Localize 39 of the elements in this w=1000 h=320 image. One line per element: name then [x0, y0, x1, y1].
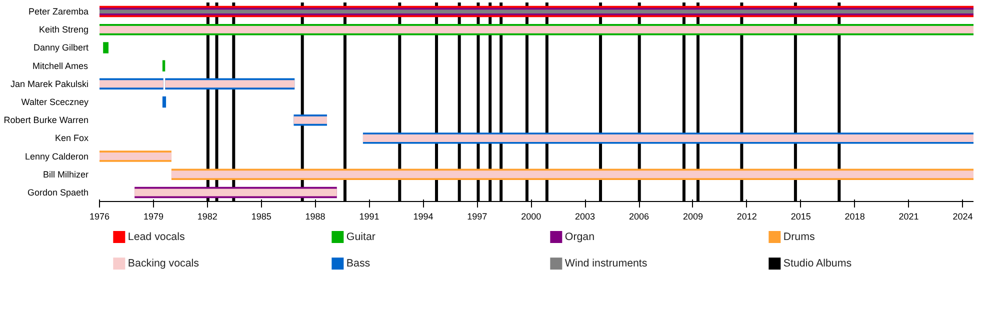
x-tick-label: 2003 — [575, 212, 596, 222]
y-tick-label: Jan Marek Pakulski — [10, 78, 88, 89]
legend-label: Drums — [783, 231, 815, 243]
x-tick-label: 1997 — [467, 212, 488, 222]
y-tick-label: Gordon Spaeth — [27, 187, 88, 198]
y-tick-label: Keith Streng — [38, 24, 88, 35]
bar — [162, 60, 166, 72]
y-tick-label: Robert Burke Warren — [4, 115, 89, 126]
legend-label: Lead vocals — [128, 231, 185, 243]
y-tick-label: Walter Sceczney — [21, 97, 89, 107]
x-tick-label: 2021 — [898, 212, 919, 222]
y-tick-label: Bill Milhizer — [42, 169, 89, 180]
x-tick-label: 1994 — [413, 212, 434, 222]
x-tick-label: 1985 — [251, 212, 272, 222]
legend-label: Studio Albums — [783, 258, 852, 270]
bar — [103, 42, 108, 54]
x-tick-label: 1988 — [305, 212, 326, 222]
x-tick-label: 2015 — [790, 212, 811, 222]
x-tick-label: 1976 — [89, 212, 110, 222]
legend-label: Organ — [564, 231, 595, 243]
x-tick-label: 1991 — [359, 212, 380, 222]
legend-label: Wind instruments — [564, 258, 648, 270]
x-tick-label: 2000 — [521, 212, 542, 222]
x-tick-label: 2006 — [628, 212, 650, 222]
y-tick-label: Lenny Calderon — [24, 151, 88, 162]
x-tick-label: 2012 — [736, 212, 757, 222]
x-tick-label: 2024 — [952, 212, 973, 222]
bar — [162, 96, 166, 108]
y-tick-label: Mitchell Ames — [32, 60, 89, 71]
x-tick-label: 2018 — [844, 212, 865, 222]
legend-label: Backing vocals — [128, 258, 199, 270]
x-tick-label: 1982 — [197, 212, 218, 222]
legend-label: Bass — [346, 258, 370, 270]
y-tick-label: Danny Gilbert — [33, 42, 89, 53]
x-tick-label: 2009 — [682, 212, 703, 222]
legend-label: Guitar — [346, 231, 376, 243]
y-tick-label: Peter Zaremba — [28, 6, 89, 17]
x-tick-label: 1979 — [143, 212, 164, 222]
y-tick-label: Ken Fox — [54, 133, 89, 144]
